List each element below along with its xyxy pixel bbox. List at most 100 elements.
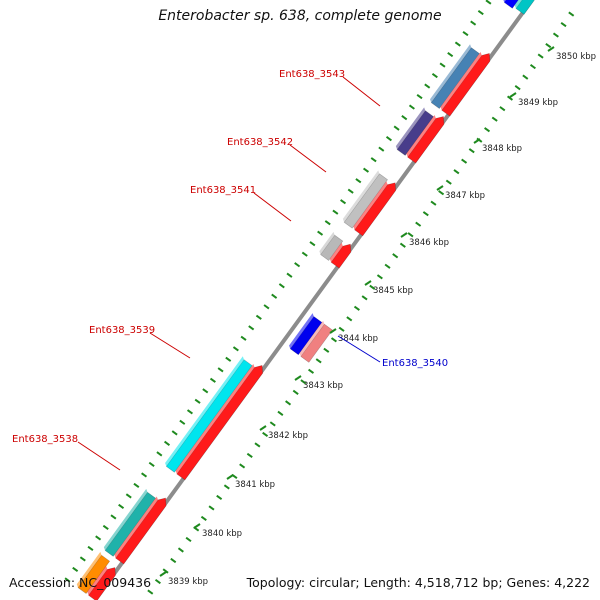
gene-arrow-b-highlight (114, 496, 159, 559)
tick-mark-lower (170, 557, 177, 564)
tick-mark-lower (308, 368, 315, 374)
tick-mark-lower (407, 232, 414, 238)
gene-block-3545-highlight (503, 0, 507, 3)
tick-mark-lower (560, 22, 567, 28)
tick-mark-lower (514, 85, 521, 91)
tick-mark-lower (552, 32, 559, 38)
gene-track (76, 0, 568, 600)
tick-mark-upper (470, 20, 477, 26)
tick-mark-lower (246, 452, 253, 458)
tick-mark-lower (438, 190, 445, 196)
tick-mark-upper (431, 73, 438, 79)
tick-row-upper (64, 0, 492, 583)
tick-mark-lower (216, 494, 223, 501)
gene-label-3539[interactable]: Ent638_3539 (89, 325, 155, 336)
tick-mark-lower (461, 158, 468, 164)
gene-arrow-f-highlight (406, 114, 436, 158)
tick-mark-upper (148, 461, 155, 467)
gene-label-3538[interactable]: Ent638_3538 (12, 434, 78, 445)
tick-mark-upper (424, 83, 431, 89)
tick-mark-upper (141, 472, 148, 478)
tick-mark-upper (485, 0, 492, 5)
tick-mark-upper (454, 41, 461, 47)
tick-mark-lower (468, 148, 475, 154)
tick-mark-lower (529, 64, 536, 70)
tick-mark-lower (208, 505, 215, 511)
tick-mark-upper (102, 524, 109, 531)
scale-label: 3849 kbp (518, 98, 558, 108)
gene-label-3543[interactable]: Ent638_3543 (279, 69, 345, 80)
tick-mark-lower (499, 106, 506, 112)
leader-line-3543 (342, 76, 381, 107)
scale-tick (436, 185, 444, 191)
tick-mark-lower (346, 316, 353, 322)
tick-mark-lower (285, 400, 292, 406)
tick-mark-lower (200, 515, 207, 522)
tick-mark-upper (355, 178, 362, 184)
scale-labels: 3839 kbp 3840 kbp 3841 kbp 3842 kbp 3843 kbp… (159, 46, 596, 587)
gene-block-3538-highlight (103, 488, 148, 551)
tick-mark-lower (376, 274, 383, 280)
gene-block-3545[interactable] (503, 0, 557, 9)
scale-label: 3840 kbp (202, 529, 242, 539)
tick-mark-upper (232, 346, 239, 352)
gene-arrow-g-highlight (440, 51, 482, 111)
tick-mark-upper (72, 566, 79, 573)
tick-mark-lower (353, 305, 360, 311)
gene-arrow-c-highlight (175, 363, 255, 475)
scale-label: 3844 kbp (338, 334, 378, 344)
leader-line-3540 (337, 335, 381, 363)
tick-mark-upper (462, 30, 469, 37)
tick-mark-upper (301, 251, 308, 257)
tick-mark-lower (453, 169, 460, 175)
tick-mark-upper (248, 325, 255, 331)
tick-mark-lower (545, 43, 552, 49)
tick-mark-upper (133, 482, 140, 488)
tick-mark-upper (209, 377, 216, 383)
gene-label-3542[interactable]: Ent638_3542 (227, 137, 293, 148)
scale-label: 3842 kbp (268, 431, 308, 441)
tick-mark-upper (179, 419, 186, 425)
gene-block-3539-highlight (165, 356, 245, 467)
gene-block-3539[interactable] (165, 359, 253, 473)
genome-summary-text: Topology: circular; Length: 4,518,712 bp… (246, 575, 590, 590)
tick-mark-upper (110, 514, 117, 520)
gene-block-3546[interactable] (515, 0, 568, 15)
scale-label: 3843 kbp (303, 381, 343, 391)
leader-line-3539 (149, 332, 191, 359)
gene-labels: Ent638_3538 Ent638_3539 Ent638_3540 Ent6… (12, 69, 448, 471)
gene-label-3541[interactable]: Ent638_3541 (190, 185, 256, 196)
scale-label: 3847 kbp (445, 191, 485, 201)
gene-label-3540[interactable]: Ent638_3540 (382, 358, 448, 369)
scale-tick (473, 138, 481, 144)
tick-row-lower (140, 11, 575, 600)
gene-block-3540-highlight (289, 313, 314, 349)
tick-mark-upper (294, 262, 301, 268)
tick-mark-upper (324, 220, 331, 226)
tick-mark-upper (95, 535, 102, 541)
tick-mark-lower (162, 568, 169, 574)
tick-mark-lower (323, 347, 330, 353)
gene-arrow-a[interactable] (88, 567, 116, 600)
tick-mark-lower (399, 242, 406, 248)
tick-mark-lower (177, 547, 184, 553)
tick-mark-lower (415, 221, 422, 227)
tick-mark-upper (309, 241, 316, 247)
tick-mark-lower (445, 179, 452, 185)
tick-mark-lower (506, 95, 514, 101)
tick-mark-upper (163, 440, 171, 446)
gene-block-orange[interactable] (77, 554, 111, 594)
gene-arrow-c[interactable] (176, 365, 263, 481)
tick-mark-lower (269, 421, 276, 427)
tick-mark-upper (194, 398, 201, 404)
tick-mark-lower (262, 431, 269, 437)
scale-tick (226, 474, 234, 480)
tick-mark-upper (125, 493, 132, 499)
scale-tick (259, 425, 267, 431)
scale-tick (400, 232, 408, 238)
tick-mark-upper (340, 199, 347, 205)
tick-mark-upper (64, 577, 71, 583)
gene-arrow-d[interactable] (330, 243, 352, 269)
tick-mark-upper (370, 157, 377, 163)
